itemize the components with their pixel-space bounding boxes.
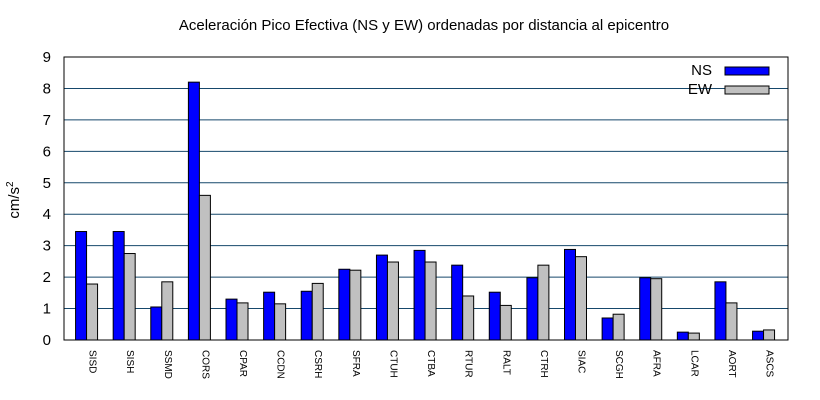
x-tick-label: SSMD (162, 350, 173, 379)
x-tick-label: RTUR (463, 350, 474, 378)
x-tick-label: SIAC (576, 350, 587, 373)
bar-ns-ctuh (375, 254, 388, 341)
x-tick-label: CSRH (312, 350, 323, 378)
bar-ew-lcar (687, 332, 700, 341)
x-tick-label: CPAR (237, 350, 248, 377)
y-tick-label: 7 (43, 112, 51, 129)
legend-label-ew: EW (688, 81, 713, 98)
chart-title: Aceleración Pico Efectiva (NS y EW) orde… (179, 17, 669, 34)
bar-ew-sfra (349, 269, 362, 341)
x-tick-label: CTBA (425, 350, 436, 377)
plot-frame (63, 56, 789, 341)
x-tick-label: CTUH (387, 350, 398, 378)
bar-ew-csrh (311, 282, 324, 341)
y-axis-label: cm/s2 (5, 181, 23, 219)
bar-ew-sisd (86, 283, 99, 341)
bar-ew-ralt (499, 304, 512, 341)
bars (75, 81, 776, 341)
y-tick-labels: 0 1 2 3 4 5 6 7 8 9 (43, 49, 51, 349)
bar-ew-ctrh (537, 264, 550, 341)
bar-ew-siac (575, 256, 588, 341)
y-tick-label: 6 (43, 143, 51, 160)
legend-label-ns: NS (691, 62, 712, 79)
bar-ew-aort (725, 302, 738, 341)
x-tick-label: LCAR (688, 350, 699, 377)
y-axis-label-exponent: 2 (5, 181, 16, 187)
bar-ns-ralt (488, 291, 501, 341)
bar-ew-cors (198, 194, 211, 341)
bar-ew-ccdn (274, 303, 287, 341)
bar-ns-sisd (75, 231, 88, 341)
y-tick-label: 1 (43, 301, 51, 318)
bar-ns-scgh (601, 317, 614, 341)
bar-ns-sfra (338, 268, 351, 341)
bar-ew-rtur (462, 295, 475, 341)
y-tick-label: 0 (43, 332, 51, 349)
y-tick-label: 5 (43, 175, 51, 192)
bar-ew-scgh (612, 313, 625, 341)
bar-ns-ctba (413, 249, 426, 341)
bar-ew-ascs (763, 329, 776, 341)
y-tick-label: 2 (43, 269, 51, 286)
bar-ns-sish (112, 231, 125, 341)
x-tick-label: CCDN (275, 350, 286, 379)
bar-ns-ccdn (263, 291, 276, 341)
x-tick-label: CORS (199, 350, 210, 379)
bar-ns-cors (187, 81, 200, 341)
x-tick-label: ASCS (764, 350, 775, 378)
bar-ew-ctuh (386, 261, 399, 341)
bar-ns-cpar (225, 298, 238, 341)
x-tick-label: SISH (124, 350, 135, 373)
bar-ns-csrh (300, 290, 313, 341)
y-tick-label: 8 (43, 80, 51, 97)
legend-swatch-ns (724, 66, 770, 76)
legend: NS EW (688, 62, 770, 98)
y-axis-label-unit: cm/s (6, 187, 23, 219)
x-tick-label: SFRA (350, 350, 361, 377)
legend-swatch-ew (724, 85, 770, 95)
bar-ns-rtur (451, 264, 464, 341)
bar-ns-afra (639, 277, 652, 341)
x-tick-label: CTRH (538, 350, 549, 378)
x-tick-labels: SISD SISH SSMD CORS CPAR CCDN CSRH SFRA CTUH CTBA… (87, 350, 775, 379)
bar-ns-ssmd (150, 306, 163, 341)
bar-ns-ascs (752, 330, 765, 341)
x-tick-label: SISD (87, 350, 98, 373)
y-tick-label: 4 (43, 206, 51, 223)
bar-ew-sish (123, 253, 136, 341)
bar-ew-afra (650, 278, 663, 341)
bar-ns-ctrh (526, 277, 539, 341)
x-tick-label: AFRA (651, 350, 662, 377)
x-tick-label: RALT (500, 350, 511, 375)
bar-ns-lcar (676, 331, 689, 341)
x-tick-label: SCGH (613, 350, 624, 379)
bar-ew-ssmd (161, 281, 174, 341)
x-tick-label: AORT (726, 350, 737, 378)
y-tick-label: 3 (43, 238, 51, 255)
bar-ns-aort (714, 281, 727, 341)
bar-ns-siac (564, 248, 577, 341)
bar-ew-ctba (424, 261, 437, 341)
bar-ew-cpar (236, 302, 249, 341)
axes (63, 56, 789, 341)
y-tick-label: 9 (43, 49, 51, 66)
